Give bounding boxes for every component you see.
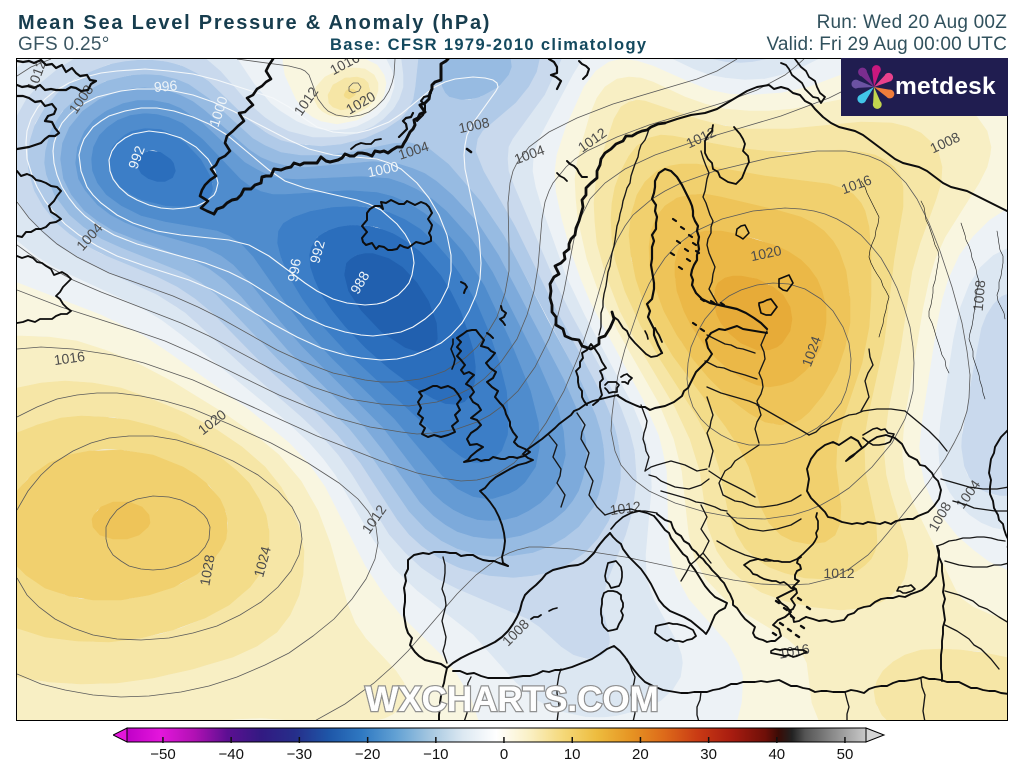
svg-text:1012: 1012 [823, 565, 854, 581]
svg-text:1024: 1024 [250, 544, 274, 578]
svg-text:10: 10 [564, 746, 581, 763]
svg-text:996: 996 [284, 257, 304, 283]
svg-text:−20: −20 [355, 746, 380, 763]
svg-text:20: 20 [632, 746, 649, 763]
svg-text:1016: 1016 [53, 348, 86, 368]
svg-text:1020: 1020 [749, 242, 783, 264]
svg-text:−10: −10 [423, 746, 448, 763]
svg-text:992: 992 [125, 143, 148, 171]
svg-text:30: 30 [700, 746, 717, 763]
svg-text:992: 992 [306, 238, 328, 265]
svg-text:1000: 1000 [366, 158, 400, 180]
svg-text:50: 50 [837, 746, 854, 763]
svg-text:40: 40 [768, 746, 785, 763]
svg-text:−40: −40 [218, 746, 243, 763]
svg-text:0: 0 [500, 746, 508, 763]
svg-text:1008: 1008 [970, 279, 989, 312]
svg-text:−30: −30 [287, 746, 312, 763]
svg-text:−50: −50 [150, 746, 175, 763]
svg-text:1028: 1028 [196, 553, 217, 587]
svg-text:1008: 1008 [457, 114, 491, 136]
svg-text:996: 996 [153, 77, 178, 95]
